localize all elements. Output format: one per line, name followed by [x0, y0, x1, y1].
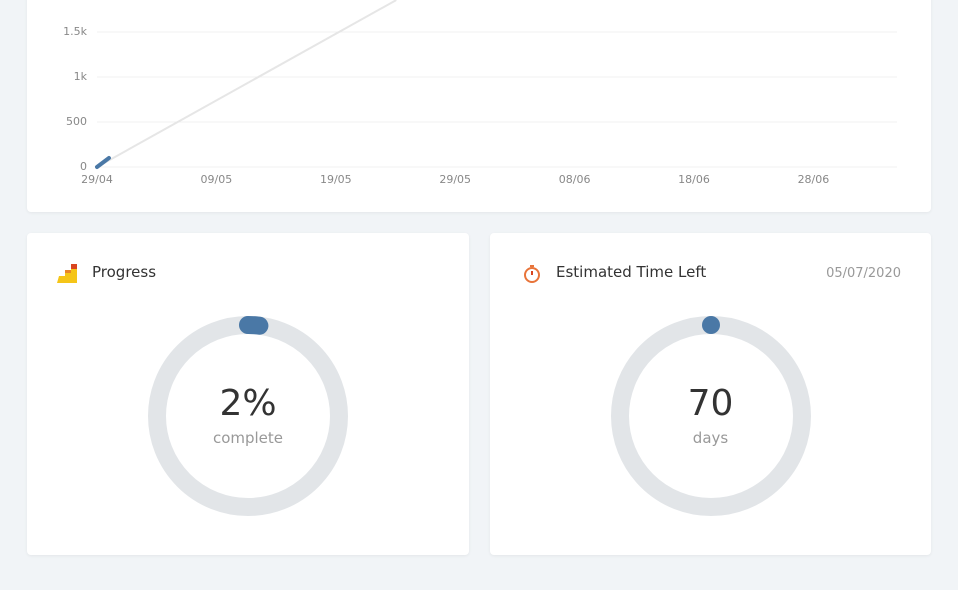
progress-arc: [238, 315, 269, 335]
x-tick-label: 09/05: [201, 173, 233, 186]
y-tick-label: 1k: [74, 70, 88, 83]
y-tick-label: 0: [80, 160, 87, 173]
progress-value: 2%: [219, 383, 277, 424]
x-tick-label: 08/06: [559, 173, 591, 186]
chart-card: 0 500 1k 1.5k 29/04 09/05 19/05 29/05 08/06 18/06…: [27, 0, 931, 212]
x-tick-label: 28/06: [798, 173, 830, 186]
days-caption: days: [692, 429, 729, 447]
progress-card: Progress 2% complete: [27, 233, 469, 555]
chart: 0 500 1k 1.5k 29/04 09/05 19/05 29/05 08/06 18/06…: [63, 0, 897, 186]
series-line: [95, 156, 111, 169]
x-tick-label: 18/06: [678, 173, 710, 186]
end-date: 05/07/2020: [826, 266, 901, 281]
progress-caption: complete: [212, 429, 284, 447]
x-tick-label: 29/05: [439, 173, 471, 186]
y-tick-label: 500: [66, 115, 87, 128]
progress-ring: [148, 315, 348, 516]
progress-title: Progress: [92, 263, 157, 281]
ring-dot: [702, 316, 720, 334]
x-tick-label: 19/05: [320, 173, 352, 186]
stairs-icon: [57, 264, 77, 283]
time-title: Estimated Time Left: [556, 263, 707, 281]
time-card: Estimated Time Left 05/07/2020 70 days: [490, 233, 931, 555]
x-tick-label: 29/04: [81, 173, 113, 186]
days-value: 70: [687, 383, 734, 424]
series-line: [96, 0, 397, 168]
time-ring: [611, 316, 811, 516]
y-tick-label: 1.5k: [63, 25, 87, 38]
stopwatch-icon: [524, 265, 540, 283]
